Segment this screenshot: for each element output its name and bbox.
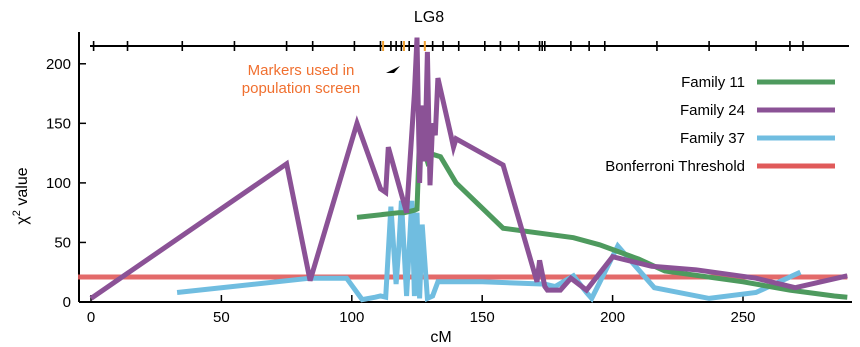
annotation-line-2: population screen: [242, 80, 360, 97]
y-tick-label: 100: [46, 175, 71, 192]
x-tick-label: 150: [470, 309, 495, 326]
annotation-line-1: Markers used in: [248, 62, 355, 79]
legend-label: Family 37: [680, 130, 745, 147]
y-tick-label: 200: [46, 56, 71, 73]
annotation: Markers used in population screen: [242, 62, 400, 97]
series-line-family-37: [176, 200, 802, 303]
legend: Family 11 Family 24 Family 37 Bonferroni Th…: [605, 74, 835, 175]
annotation-arrow: [386, 66, 400, 73]
marker-track: [90, 41, 849, 51]
legend-label: Family 11: [681, 74, 745, 91]
axes: [78, 32, 852, 303]
series-layer: [78, 37, 848, 303]
x-tick-label: 100: [339, 309, 364, 326]
x-tick-label: 0: [87, 309, 95, 326]
x-tick-label: 50: [213, 309, 230, 326]
y-axis-label-sup: 2: [11, 210, 23, 216]
legend-label: Bonferroni Threshold: [605, 158, 745, 175]
y-axis-label: χ2 value: [11, 167, 31, 224]
y-axis-label-rest: value: [14, 167, 31, 210]
series-line-family-24: [89, 37, 848, 301]
y-tick-label: 0: [63, 294, 71, 311]
x-axis-label: cM: [430, 329, 451, 346]
y-tick-label: 50: [54, 234, 71, 251]
legend-label: Family 24: [680, 102, 745, 119]
chart-title: LG8: [414, 9, 444, 26]
y-tick-label: 150: [46, 115, 71, 132]
x-tick-label: 250: [730, 309, 755, 326]
x-tick-label: 200: [600, 309, 625, 326]
ticks: 0 50 100 150 200 0 50 100 150 200 250: [46, 56, 756, 326]
y-axis-label-chi: χ: [14, 216, 31, 225]
